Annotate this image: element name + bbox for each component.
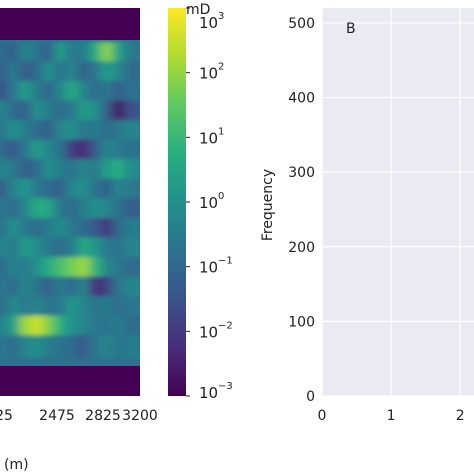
histogram-x-tick-label: 2: [456, 408, 465, 424]
histogram-y-tick-label: 200: [288, 240, 315, 256]
histogram-x-ticks: 0 1 2: [318, 408, 465, 424]
heatmap-x-axis-label: (m): [4, 457, 29, 473]
histogram-y-tick-label: 300: [288, 165, 315, 181]
histogram-y-ticks: 0 100 200 300 400 500: [288, 16, 315, 405]
heatmap-bottom-pad: [0, 366, 140, 396]
heatmap-cell: [124, 315, 140, 339]
histogram-grid: [321, 8, 474, 397]
colorbar-tick-label: 10: [199, 194, 218, 212]
heatmap-cell: [124, 80, 140, 104]
heatmap-cell: [124, 198, 140, 221]
colorbar-tick-label: 10: [199, 259, 218, 277]
heatmap-cell: [124, 237, 140, 260]
colorbar-tick-exponent: −3: [218, 381, 233, 392]
heatmap-x-tick-label: 3200: [122, 408, 158, 424]
colorbar-tick-exponent: 2: [218, 62, 224, 73]
histogram-y-tick-label: 500: [288, 16, 315, 32]
histogram-y-tick-label: 400: [288, 91, 315, 107]
heatmap-field: [0, 40, 140, 366]
heatmap-cell: [124, 276, 140, 299]
heatmap-cell: [124, 61, 140, 84]
histogram-y-axis-label: Frequency: [260, 169, 276, 241]
heatmap-x-tick-label: 2475: [39, 408, 75, 424]
heatmap-cell: [124, 335, 140, 358]
heatmap-cell: [124, 41, 140, 65]
colorbar-tick-exponent: 3: [218, 11, 224, 22]
histogram-x-tick-label: 1: [387, 408, 396, 424]
heatmap-x-tick-label: 25: [0, 408, 13, 424]
colorbar-tick-label: 10: [199, 14, 218, 32]
heatmap-cell: [124, 139, 140, 163]
colorbar-unit-label: mD: [186, 2, 210, 18]
colorbar-tick-label: 10: [199, 129, 218, 147]
heatmap-cell: [124, 178, 140, 202]
histogram-y-tick-label: 0: [306, 389, 315, 405]
colorbar-tick-label: 10: [199, 323, 218, 341]
histogram-panel-label: B: [346, 21, 356, 37]
histogram-panel: 0 100 200 300 400 500 0 1 2 B Frequency: [260, 8, 474, 424]
histogram-x-tick-label: 0: [318, 408, 327, 424]
heatmap-cell: [124, 120, 140, 143]
heatmap-cell: [124, 159, 140, 182]
colorbar-tick-exponent: 1: [218, 126, 224, 137]
colorbar-tick-exponent: −2: [218, 320, 233, 331]
heatmap-cell: [124, 100, 140, 123]
histogram-plot-area: [322, 8, 474, 396]
colorbar-tick-exponent: −1: [218, 256, 233, 267]
heatmap-top-pad: [0, 8, 140, 40]
heatmap-x-tick-label: 2825: [85, 408, 121, 424]
colorbar-gradient: [168, 8, 186, 396]
heatmap-cell: [124, 257, 140, 280]
colorbar-tick-label: 10: [199, 384, 218, 402]
colorbar-tick-label: 10: [199, 65, 218, 83]
heatmap-cell: [124, 217, 140, 241]
histogram-y-tick-label: 100: [288, 314, 315, 330]
heatmap-cell: [124, 296, 140, 319]
colorbar-tick-exponent: 0: [218, 191, 224, 202]
